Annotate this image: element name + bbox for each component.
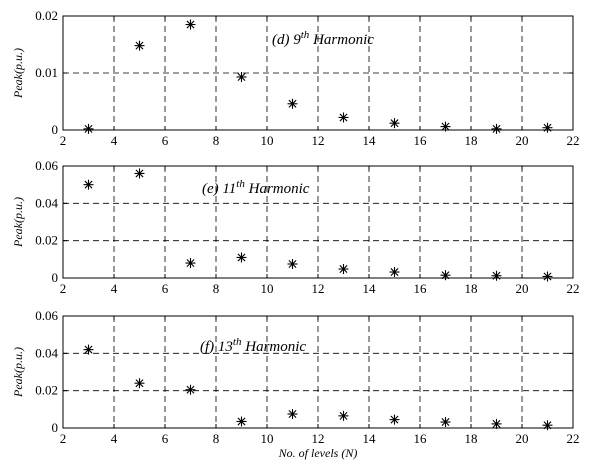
y-tick-label: 0.02 [35,233,58,248]
data-point-marker [236,416,247,427]
x-tick-label: 22 [567,281,580,296]
x-axis-label: No. of levels (N) [278,446,358,460]
data-point-marker [542,122,553,133]
data-point-marker [287,409,298,419]
y-tick-label: 0 [52,420,59,435]
panel-annotation: (d) 9th Harmonic [272,29,374,48]
y-tick-label: 0 [52,270,59,285]
chart-panel-2: 2 4 6 8 10 12 14 16 18 20 22 0 0.02 0.04 0.06 Peak(p.u.… [11,158,580,296]
x-tick-label: 14 [363,281,377,296]
x-tick-label: 18 [465,281,478,296]
x-tick-label: 16 [414,281,428,296]
data-point-marker [491,123,502,134]
data-point-marker [83,123,94,134]
data-point-marker [134,40,145,51]
x-tick-label: 2 [60,133,67,148]
x-tick-label: 18 [465,133,478,148]
x-tick-label: 20 [516,133,529,148]
data-point-marker [338,264,349,275]
x-tick-label: 4 [111,431,118,446]
panel-annotation: (f) 13th Harmonic [200,336,306,355]
y-tick-label: 0.04 [35,345,58,360]
x-tick-label: 16 [414,133,428,148]
data-point-marker [389,118,400,129]
y-tick-label: 0.06 [35,158,58,173]
x-tick-label: 18 [465,431,478,446]
y-tick-label: 0.06 [35,308,58,323]
data-point-marker [542,420,553,431]
x-tick-label: 12 [312,431,325,446]
y-tick-label: 0.01 [35,65,58,80]
x-tick-label: 14 [363,431,377,446]
x-tick-label: 8 [213,281,220,296]
x-tick-label: 8 [213,431,220,446]
data-point-marker [287,98,298,109]
chart-panel-3: 2 4 6 8 10 12 14 16 18 20 22 0 0.02 0.04 0.06 Peak(p.u.… [11,308,580,460]
x-tick-label: 8 [213,133,220,148]
data-point-marker [542,271,553,282]
x-tick-label: 2 [60,281,67,296]
data-point-marker [185,384,196,395]
data-point-marker [236,252,247,263]
data-point-marker [134,378,145,389]
data-point-marker [491,418,502,429]
data-point-marker [185,19,196,30]
data-point-marker [236,71,247,82]
data-point-marker [83,179,94,190]
y-axis-label: Peak(p.u.) [11,48,25,99]
data-point-marker [491,270,502,281]
x-tick-label: 10 [261,133,274,148]
y-tick-label: 0.04 [35,195,58,210]
x-tick-label: 10 [261,281,274,296]
data-point-marker [440,270,451,281]
data-point-marker [338,112,349,123]
data-point-marker [185,258,196,269]
data-point-marker [134,168,145,179]
data-point-marker [389,414,400,425]
x-tick-label: 12 [312,133,325,148]
x-tick-label: 6 [162,281,169,296]
data-point-marker [338,410,349,421]
data-point-marker [83,344,94,355]
y-tick-label: 0.02 [35,8,58,23]
x-tick-label: 20 [516,281,529,296]
y-tick-label: 0.02 [35,383,58,398]
x-tick-label: 6 [162,431,169,446]
x-tick-label: 4 [111,281,118,296]
x-tick-label: 2 [60,431,67,446]
x-tick-label: 10 [261,431,274,446]
x-tick-label: 12 [312,281,325,296]
y-tick-label: 0 [52,122,59,137]
x-tick-label: 16 [414,431,428,446]
x-tick-label: 6 [162,133,169,148]
x-tick-label: 4 [111,133,118,148]
panel-annotation: (e) 11th Harmonic [202,178,310,197]
data-point-marker [440,417,451,428]
chart-panel-1: 2 4 6 8 10 12 14 16 18 20 22 0 0.01 0.02 Peak(p.u.) (d)… [11,8,580,148]
x-tick-label: 22 [567,431,580,446]
data-point-marker [389,267,400,278]
y-axis-label: Peak(p.u.) [11,347,25,398]
x-tick-label: 22 [567,133,580,148]
x-tick-label: 20 [516,431,529,446]
x-tick-label: 14 [363,133,377,148]
data-point-marker [440,121,451,132]
data-point-marker [287,259,298,269]
y-axis-label: Peak(p.u.) [11,197,25,248]
